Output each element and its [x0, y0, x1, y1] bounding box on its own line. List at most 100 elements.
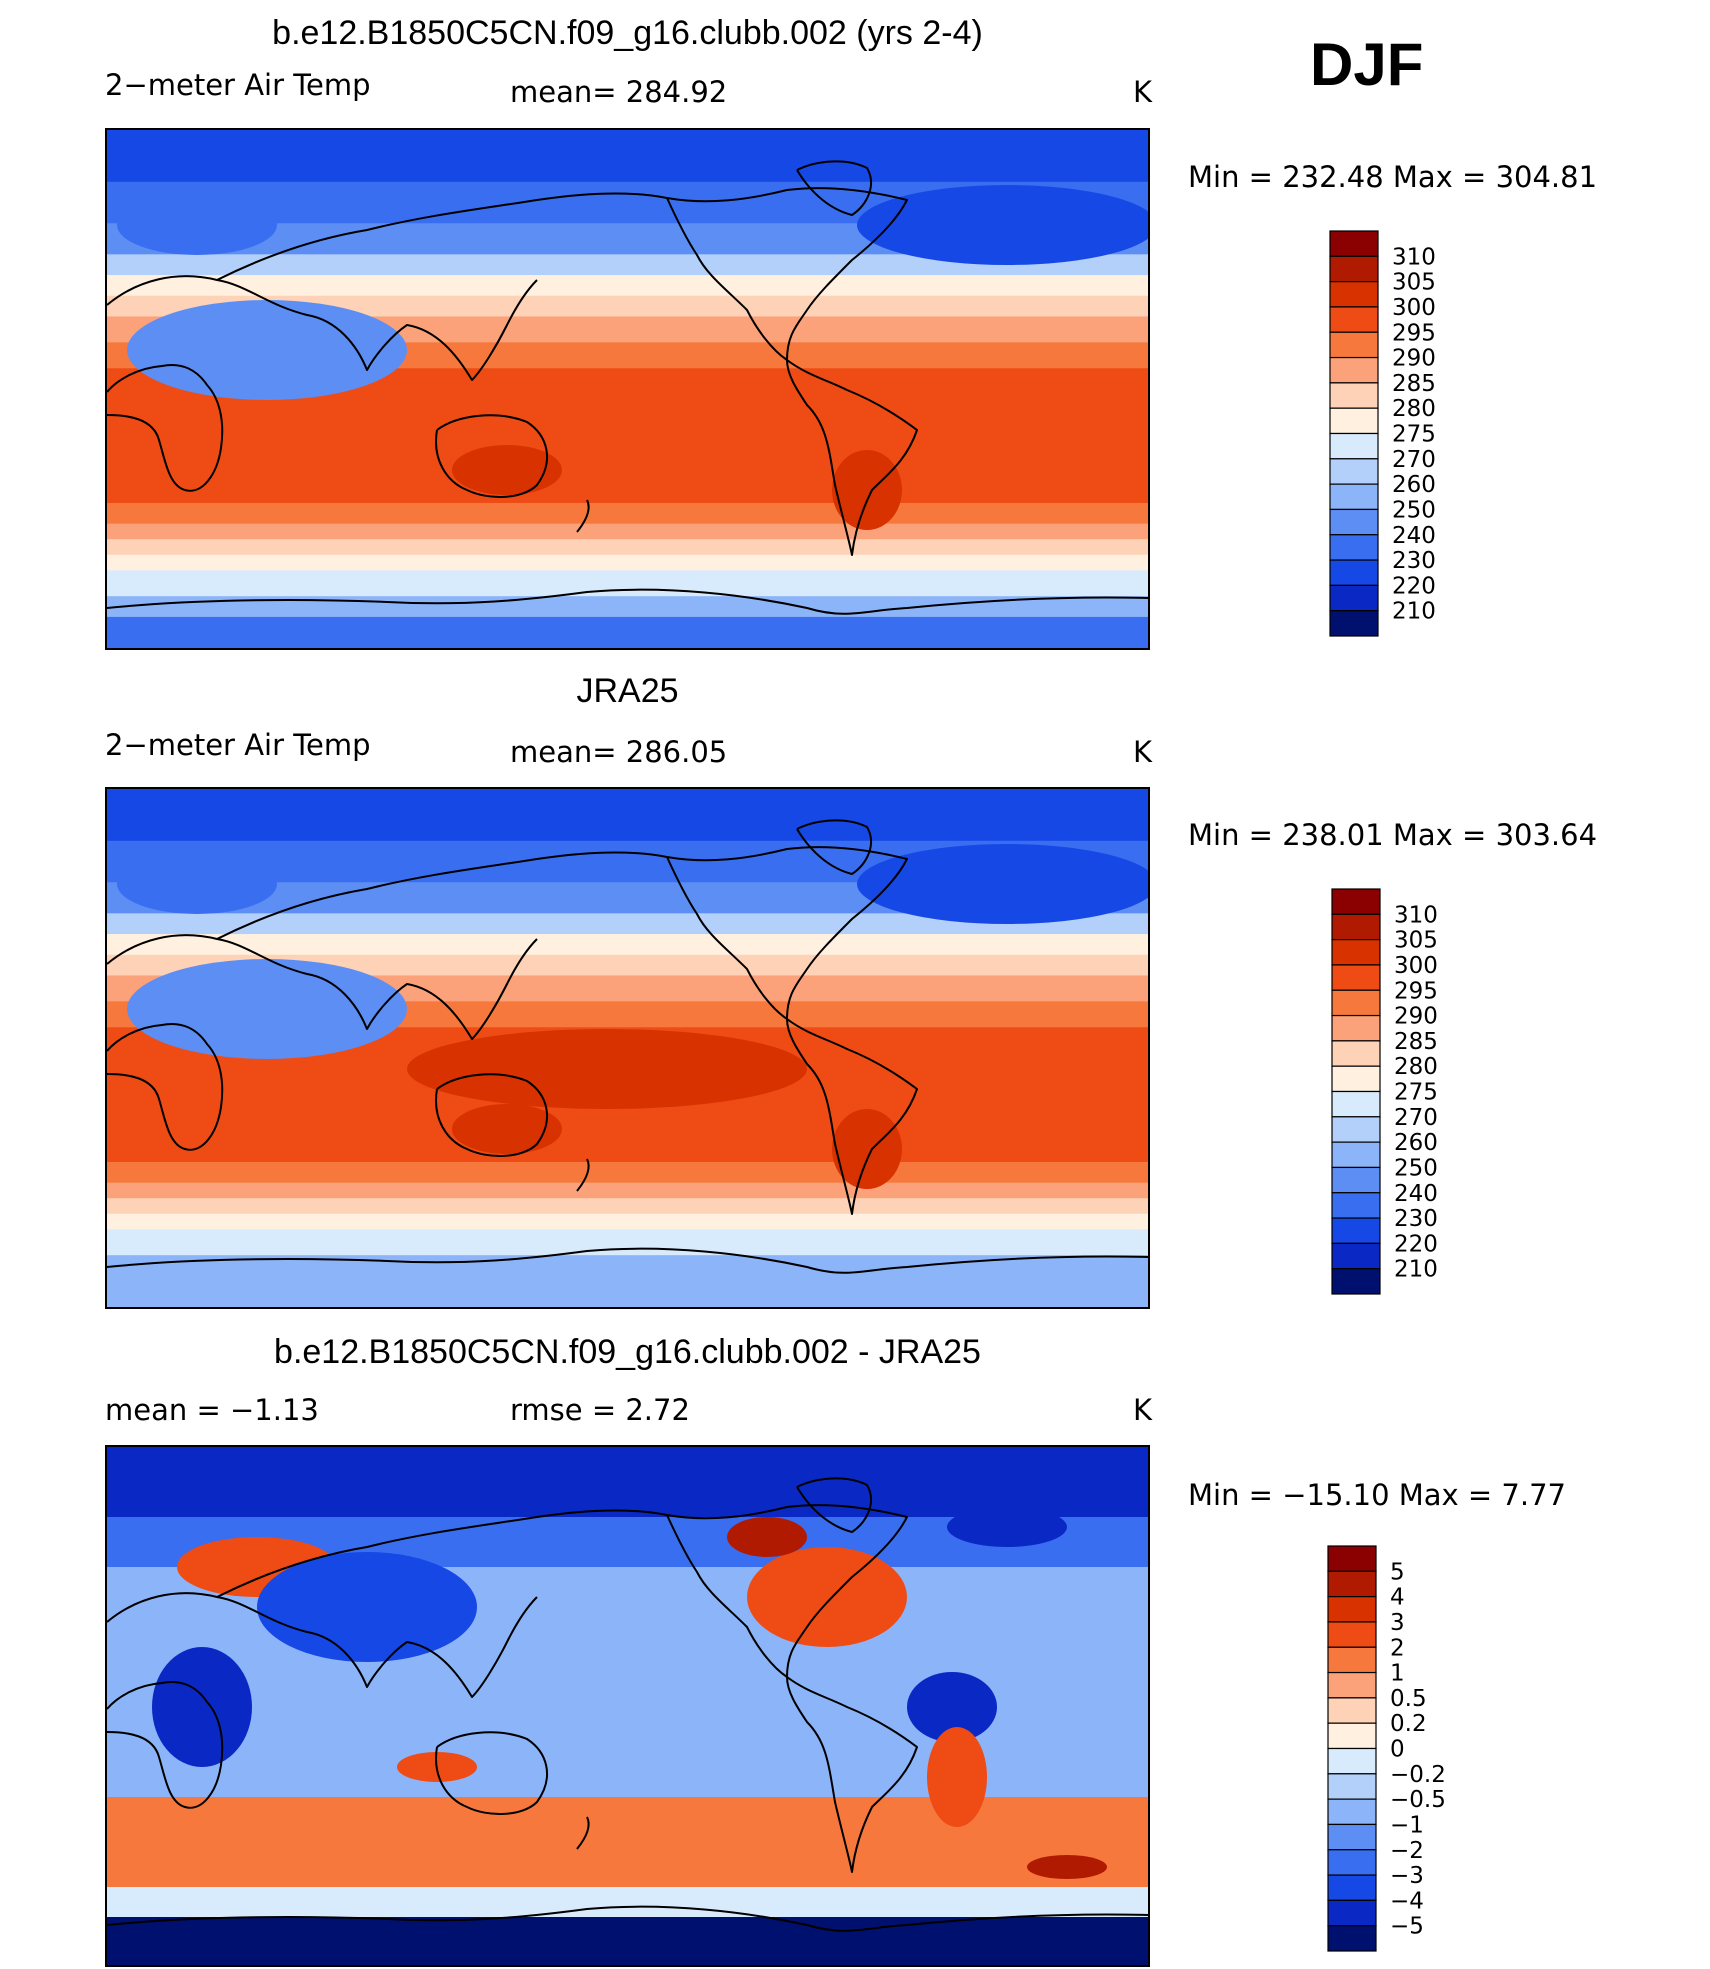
colorbar-tick-label: 280: [1394, 1054, 1438, 1080]
colorbar-box: [1331, 1268, 1381, 1295]
colorbar-tick-label: 290: [1392, 346, 1436, 372]
colorbar-tick-label: 270: [1394, 1105, 1438, 1131]
cold-continent-anomaly: [127, 300, 407, 400]
coastline-path: [107, 1509, 668, 1623]
colorbar-box: [1329, 458, 1379, 485]
coastline-path: [576, 1816, 590, 1850]
colorbar-tick-label: 2: [1390, 1635, 1405, 1661]
colorbar-tick-label: 220: [1392, 573, 1436, 599]
difference-band: [107, 1447, 1148, 1517]
colorbar-box: [1331, 1116, 1381, 1143]
panel-3-minmax: Min = −15.10 Max = 7.77: [1188, 1478, 1566, 1512]
colorbar-box: [1327, 1899, 1377, 1927]
colorbar-tick-label: 210: [1394, 1257, 1438, 1283]
difference-band: [107, 1917, 1148, 1965]
coastline-path: [786, 1676, 918, 1873]
coastline-path: [435, 414, 548, 498]
colorbar-tick-label: 0.2: [1390, 1711, 1427, 1737]
coastline-path: [107, 1023, 224, 1151]
colorbar-tick-label: −0.5: [1390, 1787, 1446, 1813]
cold-anomaly: [907, 1672, 997, 1742]
colorbar-box: [1327, 1773, 1377, 1800]
colorbar-tick-label: −0.2: [1390, 1762, 1446, 1788]
colorbar-tick-label: 305: [1392, 270, 1436, 296]
coastlines: [107, 160, 1148, 615]
panel-1-variable-label: 2−meter Air Temp: [105, 68, 371, 102]
colorbar-box: [1331, 989, 1381, 1017]
colorbar-tick-label: 300: [1394, 953, 1438, 979]
cold-continent-anomaly: [857, 185, 1148, 265]
temperature-band: [107, 616, 1148, 648]
colorbar-box: [1331, 1090, 1381, 1118]
coastline-path: [796, 160, 872, 216]
colorbar-tick-label: 285: [1392, 371, 1436, 397]
colorbar-tick-label: 310: [1394, 902, 1438, 928]
colorbar-tick-label: −4: [1390, 1888, 1424, 1914]
temperature-band: [107, 1182, 1148, 1200]
panel-3-rmse-label: rmse = 2.72: [510, 1393, 690, 1427]
colorbar-tick-label: 4: [1390, 1585, 1405, 1611]
panel-1-map-svg: [107, 130, 1148, 648]
warm-anomaly: [727, 1517, 807, 1557]
colorbar-tick-label: 3: [1390, 1610, 1405, 1636]
colorbar-tick-label: 0: [1390, 1737, 1405, 1763]
colorbar-box: [1329, 230, 1379, 257]
colorbar-box: [1329, 559, 1379, 586]
colorbar-tick-label: 5: [1390, 1559, 1405, 1585]
colorbar-box: [1329, 407, 1379, 435]
temperature-band: [107, 295, 1148, 318]
coastline-path: [216, 1596, 538, 1698]
colorbar-tick-label: 230: [1392, 548, 1436, 574]
coastline-path: [216, 279, 538, 381]
colorbar-tick-label: 230: [1394, 1206, 1438, 1232]
panel-3-mean-label: mean = −1.13: [105, 1393, 319, 1427]
coastline-path: [576, 499, 590, 533]
colorbar-tick-label: 270: [1392, 447, 1436, 473]
panel-2-units: K: [1133, 735, 1153, 769]
panel-2-colorbar-svg: 3103053002952902852802752702602502402302…: [1331, 888, 1438, 1295]
colorbar-tick-label: 240: [1394, 1181, 1438, 1207]
colorbar-box: [1327, 1646, 1377, 1674]
coastline-path: [216, 938, 538, 1040]
colorbar-tick-label: 220: [1394, 1231, 1438, 1257]
colorbar-box: [1327, 1596, 1377, 1623]
temperature-band: [107, 954, 1148, 977]
colorbar-tick-label: 295: [1392, 320, 1436, 346]
colorbar-box: [1327, 1621, 1377, 1648]
temperature-band: [107, 934, 1148, 956]
cold-continent-anomaly: [117, 854, 277, 914]
coastline-path: [107, 1681, 224, 1809]
coastline-path: [107, 364, 224, 492]
panel-1-colorbar-svg: 3103053002952902852802752702602502402302…: [1329, 230, 1436, 637]
colorbar-tick-label: 260: [1394, 1130, 1438, 1156]
cold-anomaly: [947, 1507, 1067, 1547]
temperature-band: [107, 570, 1148, 598]
warm-region: [452, 1104, 562, 1154]
coastlines: [107, 819, 1148, 1274]
panel-3-units: K: [1133, 1393, 1153, 1427]
colorbar-tick-label: 210: [1392, 599, 1436, 625]
cold-continent-anomaly: [127, 959, 407, 1059]
colorbar-tick-label: 305: [1394, 928, 1438, 954]
warm-pool: [407, 1029, 807, 1109]
panel-1-minmax: Min = 232.48 Max = 304.81: [1188, 160, 1598, 194]
panel-2-mean-label: mean= 286.05: [510, 735, 728, 769]
panel-1-title: b.e12.B1850C5CN.f09_g16.clubb.002 (yrs 2…: [272, 14, 983, 52]
coastlines: [107, 1477, 1148, 1932]
temperature-band: [107, 1275, 1148, 1307]
colorbar-box: [1331, 888, 1381, 915]
colorbar-box: [1331, 1242, 1381, 1270]
panel-2-minmax: Min = 238.01 Max = 303.64: [1188, 818, 1598, 852]
colorbar-tick-label: 250: [1392, 497, 1436, 523]
colorbar-tick-label: −1: [1390, 1812, 1424, 1838]
panel-2-map-svg: [107, 789, 1148, 1307]
colorbar-tick-label: 240: [1392, 523, 1436, 549]
colorbar-box: [1327, 1874, 1377, 1901]
colorbar-box: [1329, 331, 1379, 359]
colorbar-box: [1331, 1166, 1381, 1194]
temperature-band: [107, 275, 1148, 297]
colorbar-box: [1327, 1570, 1377, 1598]
colorbar-box: [1331, 1065, 1381, 1093]
colorbar-tick-label: 285: [1394, 1029, 1438, 1055]
